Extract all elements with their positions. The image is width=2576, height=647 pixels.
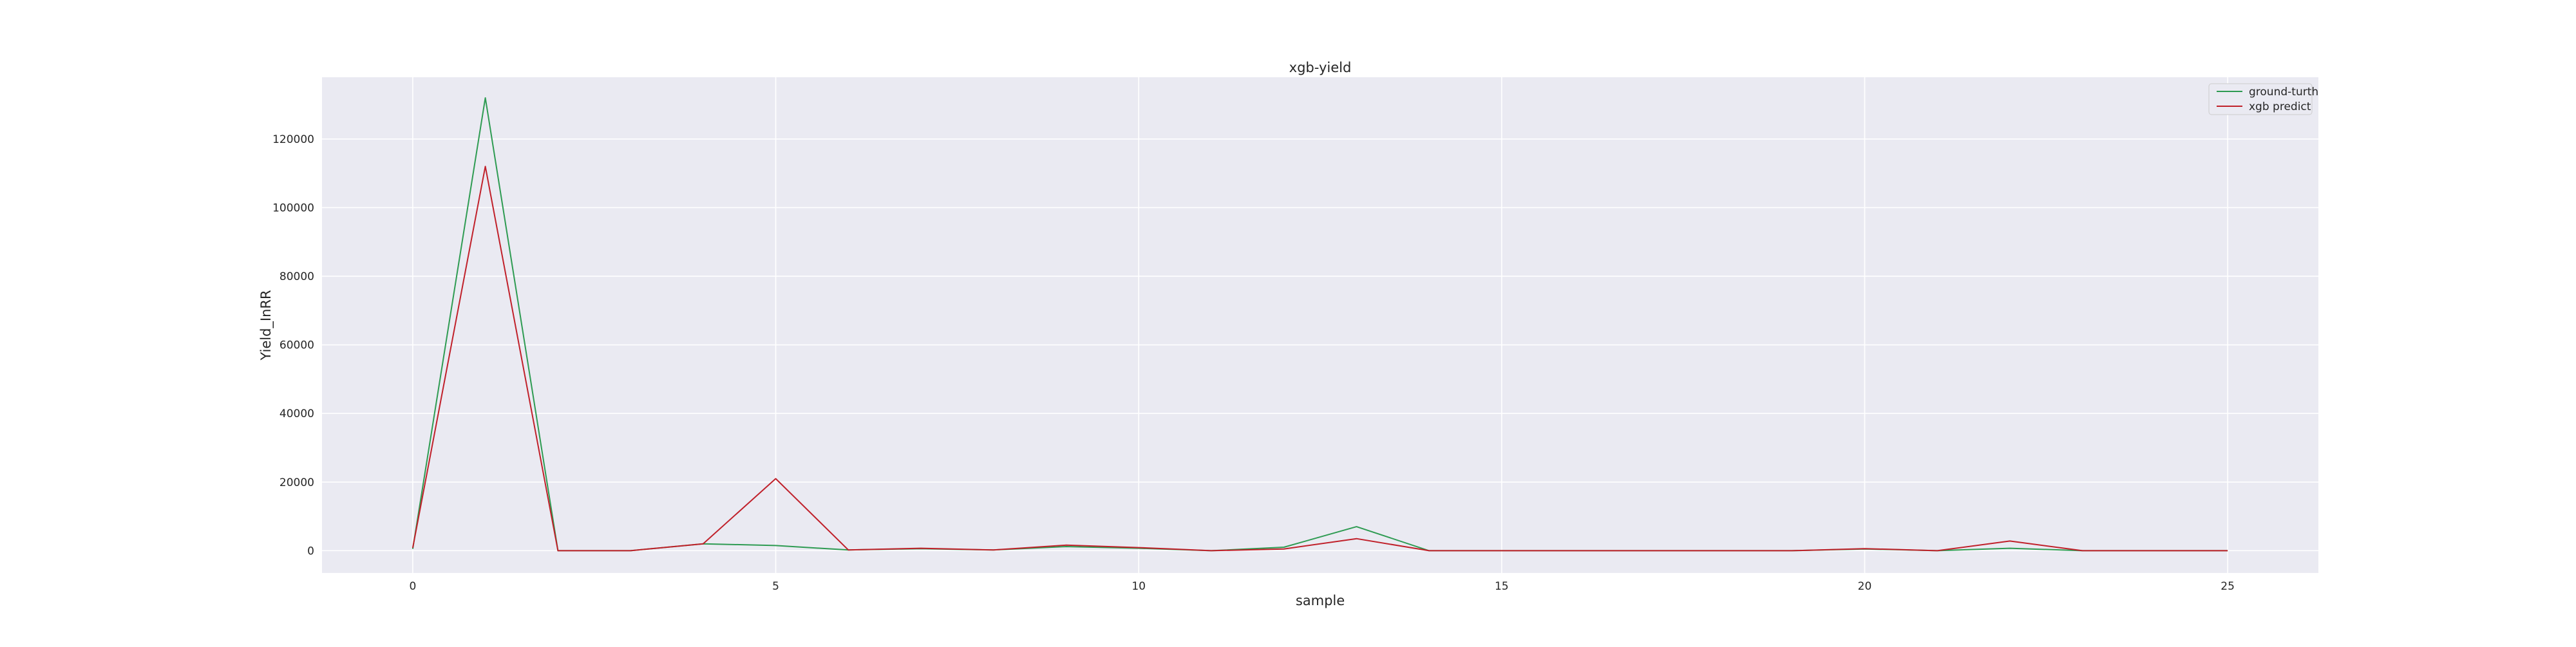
x-tick-label: 20	[1858, 580, 1872, 593]
x-tick-label: 10	[1132, 580, 1146, 593]
legend-label-xgb-predict: xgb predict	[2249, 100, 2311, 113]
legend: ground-turth xgb predict	[2208, 83, 2318, 115]
x-axis-label: sample	[1296, 593, 1345, 608]
legend-label-ground-turth: ground-turth	[2249, 86, 2318, 98]
y-tick-label: 60000	[279, 339, 314, 352]
series-lines	[412, 97, 2228, 552]
x-tick-label: 15	[1495, 580, 1509, 593]
y-tick-label: 120000	[272, 133, 314, 146]
y-tick-label: 0	[307, 545, 314, 558]
chart-title: xgb-yield	[1289, 60, 1352, 75]
x-tick-label: 0	[409, 580, 416, 593]
x-tick-label: 5	[772, 580, 779, 593]
x-tick-label: 25	[2221, 580, 2235, 593]
grid-lines	[322, 77, 2318, 573]
y-tick-label: 40000	[279, 408, 314, 420]
tick-labels: 0 5 10 15 20 25 0 20000 40000 60000 80000 100000 120…	[272, 133, 2235, 593]
y-tick-label: 80000	[279, 270, 314, 283]
plot-area	[322, 77, 2318, 573]
y-axis-label: Yield_InRR	[258, 290, 274, 361]
series-line-xgb-predict	[412, 165, 2228, 552]
y-tick-label: 20000	[279, 476, 314, 489]
y-tick-label: 100000	[272, 202, 314, 214]
